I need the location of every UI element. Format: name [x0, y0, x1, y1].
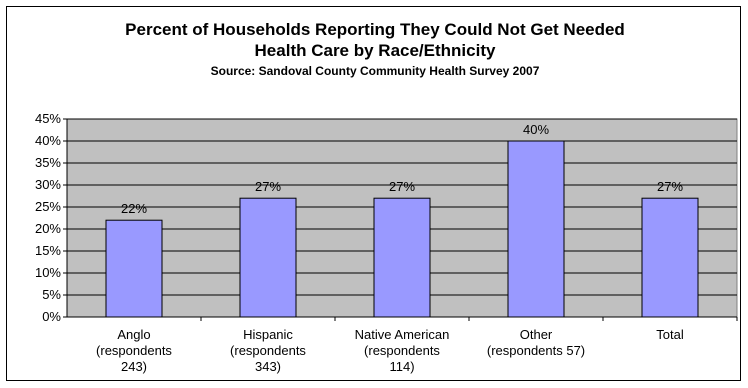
data-label: 27% — [657, 179, 683, 194]
bar — [641, 197, 699, 318]
bar — [373, 197, 431, 318]
category-label: Total — [656, 327, 684, 342]
chart-frame: Percent of Households Reporting They Cou… — [6, 6, 741, 381]
y-tick-label: 20% — [35, 221, 61, 236]
bar — [105, 219, 163, 318]
category-label: 243) — [121, 359, 147, 374]
category-label: 114) — [389, 359, 414, 374]
y-tick-label: 5% — [42, 287, 61, 302]
category-label: Hispanic — [243, 327, 293, 342]
category-label: (respondents — [230, 343, 306, 358]
chart-subtitle: Source: Sandoval County Community Health… — [211, 64, 540, 78]
data-label: 27% — [255, 179, 281, 194]
data-label: 40% — [523, 122, 549, 137]
y-tick-label: 45% — [35, 111, 61, 126]
y-tick-label: 35% — [35, 155, 61, 170]
y-tick-label: 40% — [35, 133, 61, 148]
chart-title-line-1: Percent of Households Reporting They Cou… — [125, 20, 625, 39]
y-tick-label: 10% — [35, 265, 61, 280]
y-tick-label: 25% — [35, 199, 61, 214]
bar — [507, 140, 565, 318]
category-label: (respondents 57) — [487, 343, 585, 358]
y-tick-label: 15% — [35, 243, 61, 258]
category-label: (respondents — [364, 343, 440, 358]
category-label: 343) — [255, 359, 281, 374]
chart-title-line-2: Health Care by Race/Ethnicity — [255, 41, 496, 60]
data-label: 22% — [121, 201, 147, 216]
category-label: (respondents — [96, 343, 172, 358]
category-label: Other — [520, 327, 553, 342]
plot-area: 0%5%10%15%20%25%30%35%40%45%22%Anglo(res… — [35, 111, 738, 374]
category-label: Anglo — [117, 327, 150, 342]
y-tick-label: 30% — [35, 177, 61, 192]
y-tick-label: 0% — [42, 309, 61, 324]
bar — [239, 197, 297, 318]
category-label: Native American — [355, 327, 450, 342]
bar-chart: Percent of Households Reporting They Cou… — [35, 20, 738, 374]
data-label: 27% — [389, 179, 415, 194]
